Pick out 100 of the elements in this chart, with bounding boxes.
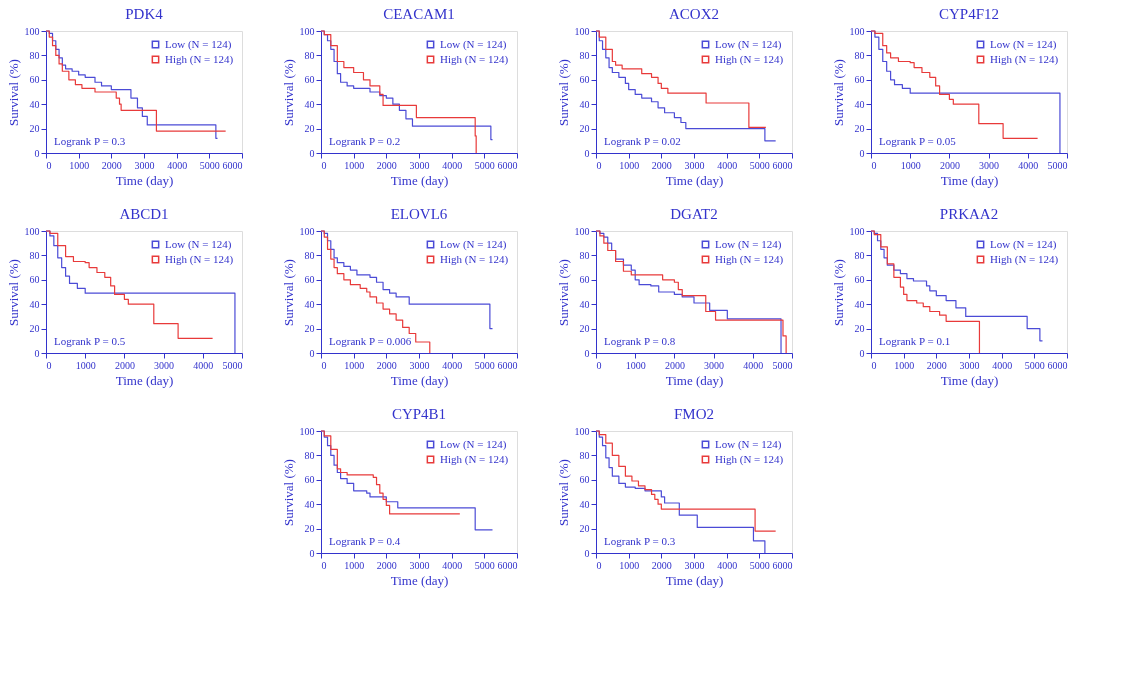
y-tick-label: 80 bbox=[579, 449, 590, 461]
y-tick-label: 0 bbox=[34, 147, 40, 159]
chart-title: PRKAA2 bbox=[939, 206, 999, 222]
y-tick-label: 100 bbox=[574, 425, 590, 437]
x-axis-title: Time (day) bbox=[665, 172, 724, 188]
x-tick-label: 2000 bbox=[939, 159, 960, 171]
y-tick-label: 20 bbox=[579, 123, 590, 135]
y-tick-label: 80 bbox=[854, 249, 865, 261]
x-tick-label: 5000 bbox=[199, 159, 220, 171]
x-tick-label: 0 bbox=[321, 359, 327, 371]
y-tick-label: 60 bbox=[29, 74, 40, 86]
x-tick-label: 4000 bbox=[193, 359, 214, 371]
y-tick-label: 100 bbox=[299, 225, 315, 237]
y-tick-label: 40 bbox=[579, 498, 590, 510]
y-tick-label: 40 bbox=[579, 298, 590, 310]
x-tick-label: 0 bbox=[46, 159, 52, 171]
x-tick-label: 1000 bbox=[894, 359, 915, 371]
y-tick-label: 100 bbox=[849, 225, 865, 237]
y-tick-label: 20 bbox=[854, 123, 865, 135]
x-tick-label: 6000 bbox=[497, 559, 518, 571]
x-tick-label: 0 bbox=[321, 159, 327, 171]
x-tick-label: 4000 bbox=[1018, 159, 1039, 171]
y-tick-label: 40 bbox=[304, 298, 315, 310]
legend-label: High (N = 124) bbox=[165, 252, 234, 266]
legend-label: High (N = 124) bbox=[990, 252, 1059, 266]
y-tick-label: 40 bbox=[579, 98, 590, 110]
x-tick-label: 2000 bbox=[664, 359, 685, 371]
x-tick-label: 5000 bbox=[749, 559, 770, 571]
x-axis-title: Time (day) bbox=[390, 172, 449, 188]
annotation: Logrank P = 0.006 bbox=[329, 335, 412, 347]
x-tick-label: 2000 bbox=[376, 159, 397, 171]
x-tick-label: 4000 bbox=[743, 359, 764, 371]
chart-title: ABCD1 bbox=[119, 206, 169, 222]
x-tick-label: 0 bbox=[871, 159, 877, 171]
x-tick-label: 1000 bbox=[69, 159, 90, 171]
y-tick-label: 60 bbox=[304, 74, 315, 86]
x-tick-label: 2000 bbox=[114, 359, 135, 371]
legend-label: High (N = 124) bbox=[440, 452, 509, 466]
x-tick-label: 5000 bbox=[772, 359, 793, 371]
x-tick-label: 3000 bbox=[959, 359, 980, 371]
x-tick-label: 4000 bbox=[442, 159, 463, 171]
x-tick-label: 5000 bbox=[1024, 359, 1045, 371]
y-tick-label: 0 bbox=[34, 347, 40, 359]
x-tick-label: 5000 bbox=[474, 359, 495, 371]
y-tick-label: 40 bbox=[854, 98, 865, 110]
y-tick-label: 40 bbox=[854, 298, 865, 310]
y-axis-title: Survival (%) bbox=[830, 259, 846, 326]
x-tick-label: 6000 bbox=[772, 159, 793, 171]
x-tick-label: 3000 bbox=[704, 359, 725, 371]
y-tick-label: 100 bbox=[574, 225, 590, 237]
x-tick-label: 6000 bbox=[772, 559, 793, 571]
y-tick-label: 60 bbox=[579, 474, 590, 486]
legend-label: High (N = 124) bbox=[990, 52, 1059, 66]
y-tick-label: 0 bbox=[309, 347, 315, 359]
y-axis-title: Survival (%) bbox=[555, 259, 571, 326]
y-tick-label: 60 bbox=[304, 474, 315, 486]
chart-title: FMO2 bbox=[673, 406, 715, 422]
chart-title: CEACAM1 bbox=[383, 6, 455, 22]
legend-label: Low (N = 124) bbox=[440, 237, 507, 251]
x-tick-label: 6000 bbox=[1047, 359, 1068, 371]
legend-label: High (N = 124) bbox=[715, 52, 784, 66]
legend-label: High (N = 124) bbox=[165, 52, 234, 66]
y-tick-label: 40 bbox=[304, 498, 315, 510]
y-tick-label: 60 bbox=[854, 74, 865, 86]
y-tick-label: 20 bbox=[579, 523, 590, 535]
x-tick-label: 2000 bbox=[926, 359, 947, 371]
y-axis-title: Survival (%) bbox=[280, 59, 296, 126]
y-tick-label: 80 bbox=[304, 249, 315, 261]
x-tick-label: 1000 bbox=[619, 559, 640, 571]
chart-title: DGAT2 bbox=[670, 206, 718, 222]
chart-title: PDK4 bbox=[125, 6, 164, 22]
y-tick-label: 60 bbox=[29, 274, 40, 286]
y-axis-title: Survival (%) bbox=[555, 59, 571, 126]
x-tick-label: 4000 bbox=[717, 559, 738, 571]
y-tick-label: 40 bbox=[304, 98, 315, 110]
x-axis-title: Time (day) bbox=[940, 172, 999, 188]
y-axis-title: Survival (%) bbox=[555, 459, 571, 526]
x-axis-title: Time (day) bbox=[665, 372, 724, 388]
legend-label: High (N = 124) bbox=[440, 252, 509, 266]
y-tick-label: 20 bbox=[579, 323, 590, 335]
x-tick-label: 4000 bbox=[992, 359, 1013, 371]
y-axis-title: Survival (%) bbox=[5, 259, 21, 326]
x-tick-label: 4000 bbox=[442, 559, 463, 571]
y-tick-label: 60 bbox=[304, 274, 315, 286]
legend-label: High (N = 124) bbox=[715, 252, 784, 266]
y-axis-title: Survival (%) bbox=[280, 459, 296, 526]
y-tick-label: 20 bbox=[29, 323, 40, 335]
chart-title: ACOX2 bbox=[668, 6, 720, 22]
y-tick-label: 100 bbox=[299, 25, 315, 37]
annotation: Logrank P = 0.3 bbox=[54, 135, 126, 147]
chart-title: CYP4F12 bbox=[938, 6, 1000, 22]
annotation: Logrank P = 0.05 bbox=[879, 135, 957, 147]
y-tick-label: 60 bbox=[579, 274, 590, 286]
x-tick-label: 6000 bbox=[497, 159, 518, 171]
annotation: Logrank P = 0.8 bbox=[604, 335, 676, 347]
x-tick-label: 1000 bbox=[344, 359, 365, 371]
x-tick-label: 5000 bbox=[474, 159, 495, 171]
legend-label: Low (N = 124) bbox=[715, 437, 782, 451]
x-tick-label: 6000 bbox=[497, 359, 518, 371]
x-tick-label: 0 bbox=[596, 159, 602, 171]
